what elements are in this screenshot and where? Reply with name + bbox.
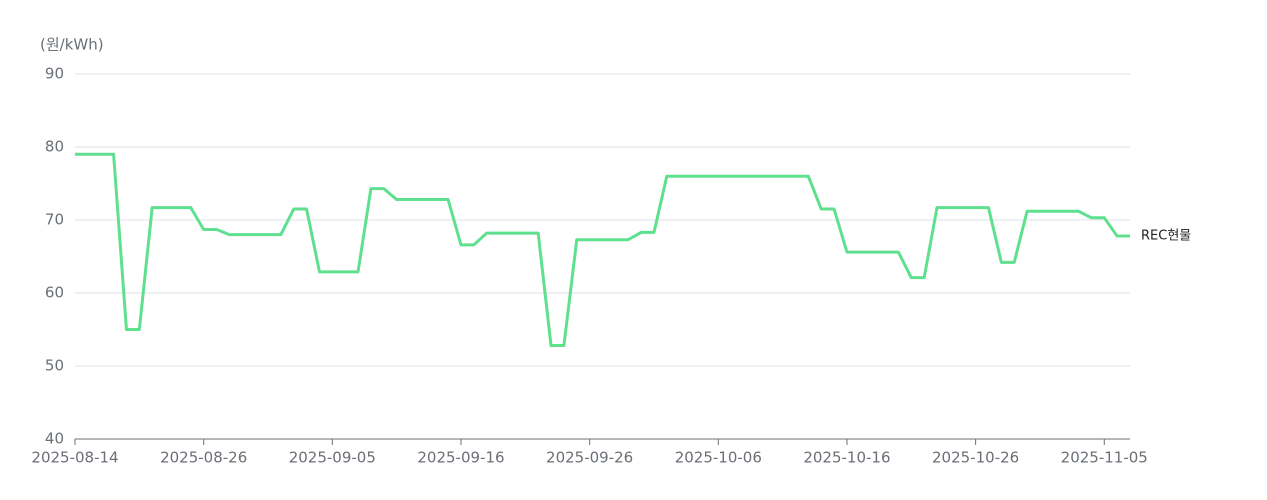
series-end-label: REC현물 xyxy=(1141,229,1191,244)
series-line xyxy=(75,152,1130,348)
x-tick-label: 2025-09-16 xyxy=(417,449,504,467)
y-tick-label: 50 xyxy=(45,357,64,375)
y-tick-label: 90 xyxy=(45,65,64,83)
x-tick-label: 2025-08-14 xyxy=(31,449,118,467)
y-tick-label: 80 xyxy=(45,138,64,156)
x-tick-label: 2025-10-16 xyxy=(803,449,890,467)
x-tick-label: 2025-10-06 xyxy=(675,449,762,467)
y-tick-label: 60 xyxy=(45,284,64,302)
y-tick-label: 40 xyxy=(45,430,64,448)
x-tick-label: 2025-10-26 xyxy=(932,449,1019,467)
y-axis-label: (원/kWh) xyxy=(40,36,104,54)
y-tick-label: 70 xyxy=(45,211,64,229)
x-tick-label: 2025-09-26 xyxy=(546,449,633,467)
x-tick-label: 2025-08-26 xyxy=(160,449,247,467)
x-tick-label: 2025-11-05 xyxy=(1061,449,1148,467)
x-tick-label: 2025-09-05 xyxy=(289,449,376,467)
